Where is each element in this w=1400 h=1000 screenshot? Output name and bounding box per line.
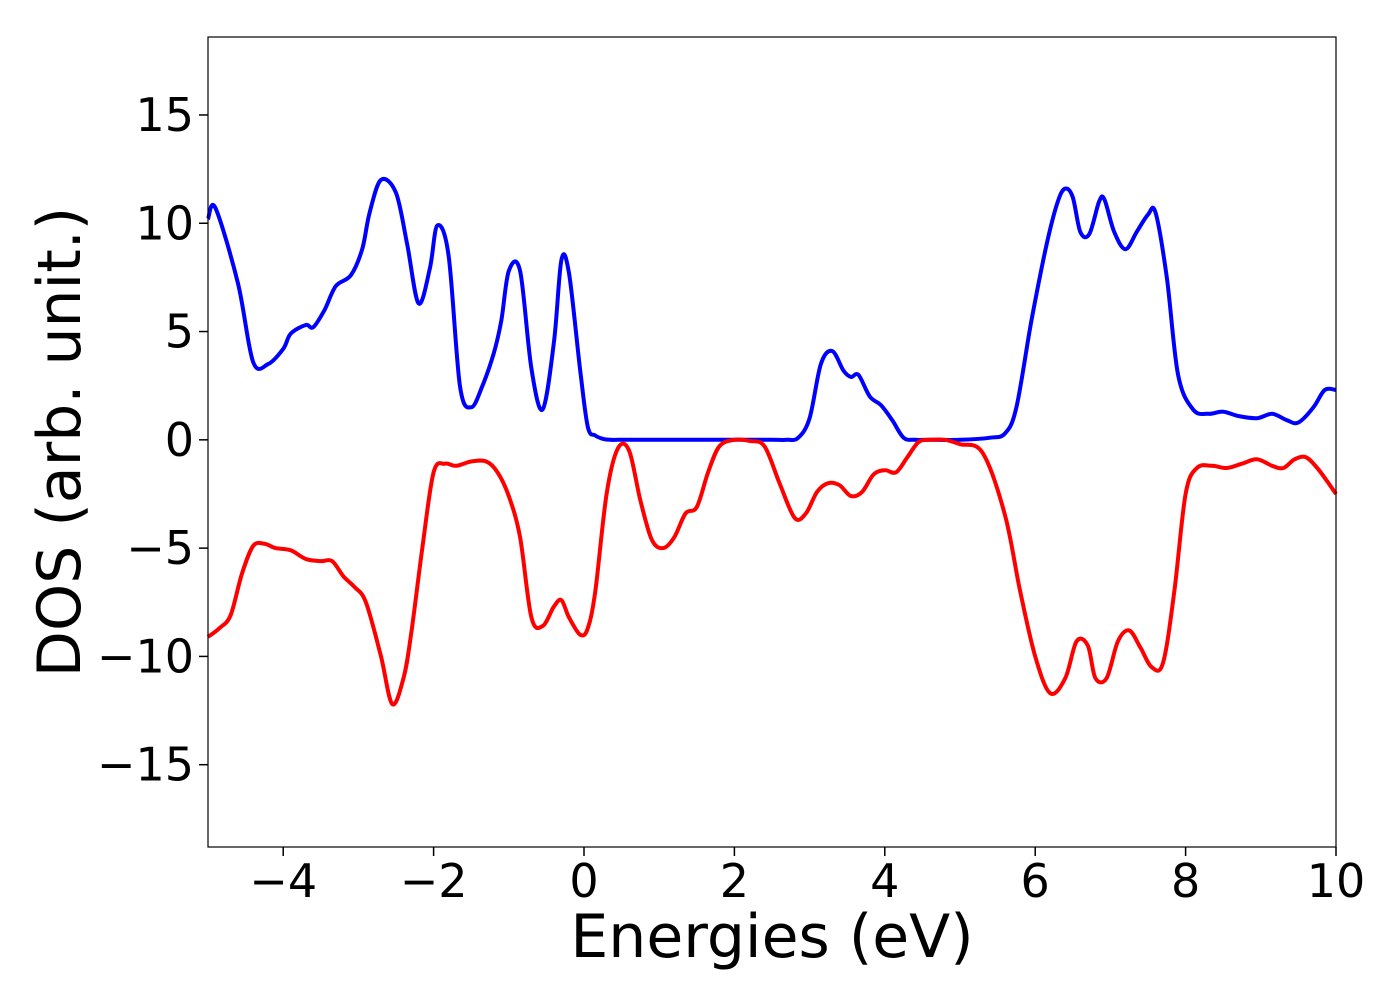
x-tick-label: 10 — [1307, 854, 1366, 908]
spin-down-dos-line — [206, 437, 1338, 707]
y-tick-label: 15 — [135, 88, 194, 142]
y-axis-title: DOS (arb. unit.) — [25, 207, 95, 677]
x-tick-label: −4 — [249, 854, 317, 908]
x-tick-label: 8 — [1171, 854, 1200, 908]
plot-frame — [207, 36, 1337, 848]
y-tick-label: −5 — [126, 521, 194, 575]
y-tick-label: −10 — [97, 629, 194, 683]
spin-up-dos-line — [206, 177, 1337, 442]
y-axis-ticks: −15 −10 −5 0 5 10 15 — [97, 88, 208, 792]
plot-lines — [206, 177, 1338, 707]
x-tick-label: −2 — [400, 854, 468, 908]
x-tick-label: 4 — [870, 854, 899, 908]
y-tick-label: 10 — [135, 196, 194, 250]
y-tick-label: 0 — [165, 413, 194, 467]
x-tick-label: 0 — [569, 854, 598, 908]
x-tick-label: 6 — [1021, 854, 1050, 908]
y-tick-label: −15 — [97, 738, 194, 792]
x-axis-ticks: −4 −2 0 2 4 6 8 10 — [249, 847, 1365, 908]
y-tick-label: 5 — [165, 305, 194, 359]
x-axis-title: Energies (eV) — [570, 902, 973, 972]
x-tick-label: 2 — [720, 854, 749, 908]
